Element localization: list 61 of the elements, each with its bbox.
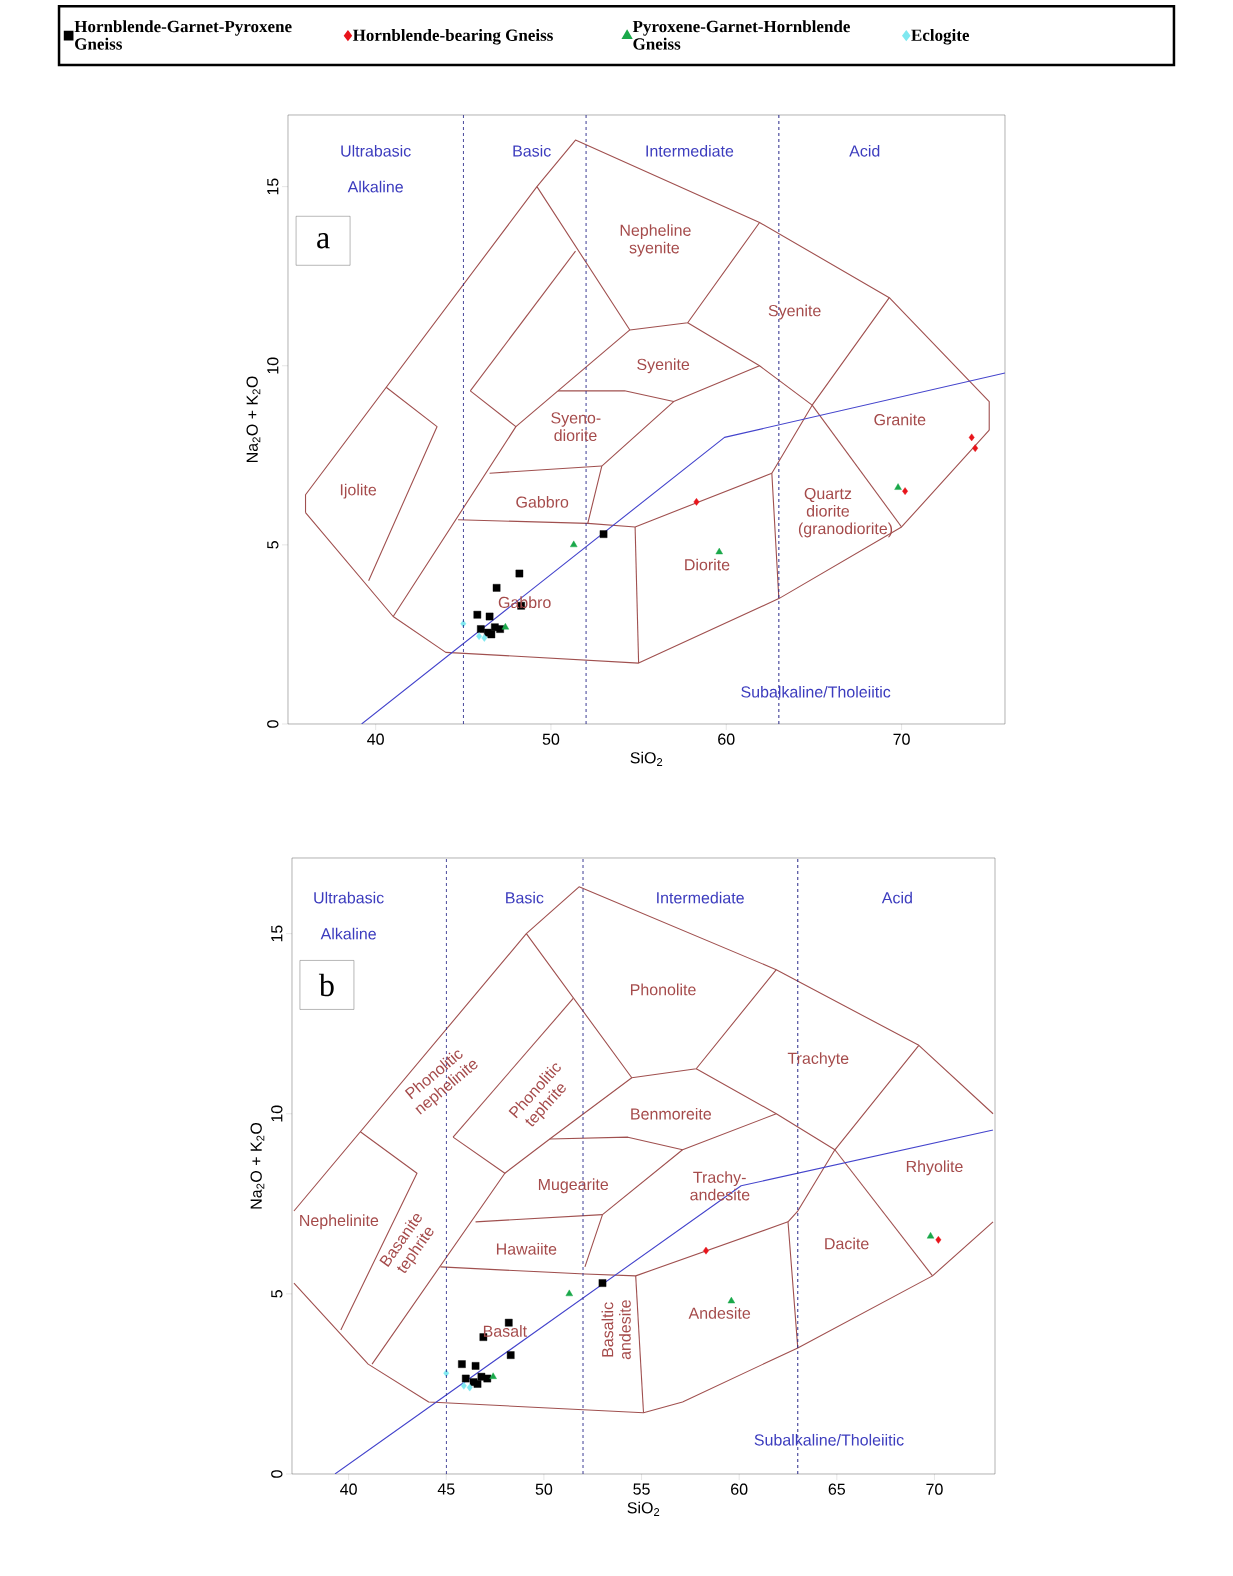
x-tick-label: 40 — [367, 733, 384, 745]
annotation: Subalkaline/Tholeiitic — [741, 685, 891, 698]
y-tick-label: 0 — [267, 720, 279, 728]
x-axis-title: SiO$_{2}$ — [630, 751, 663, 766]
legend-label: Pyroxene-Garnet-Hornblende Gneiss — [632, 20, 850, 50]
x-tick-label: 65 — [828, 1483, 846, 1495]
annotation: Granite — [874, 413, 926, 426]
x-tick-label: 70 — [926, 1483, 943, 1495]
annotation: Gabbro — [516, 496, 569, 508]
x-tick-label: 45 — [437, 1483, 455, 1495]
x-tick-label: 50 — [542, 733, 560, 745]
annotation: Ijolite — [340, 483, 377, 499]
annotation: Mugearite — [538, 1178, 609, 1194]
annotation: Benmoreite — [631, 1107, 712, 1120]
annotation: Intermediate — [657, 891, 744, 904]
y-tick-label: 0 — [271, 1470, 283, 1478]
legend-label: Hornblende-bearing Gneiss — [352, 28, 553, 45]
y-tick-label: 5 — [271, 1290, 283, 1298]
annotation: Alkaline — [347, 180, 403, 193]
text: b — [318, 973, 334, 997]
annotation: Syenite — [768, 304, 821, 320]
annotation: Quartz diorite (granodiorite) — [798, 487, 893, 538]
text: a — [317, 233, 330, 249]
y-axis-title: Na$_{2}$O + K$_{2}$O — [250, 1122, 265, 1209]
annotation: Diorite — [685, 558, 730, 571]
legend-label: Eclogite — [911, 28, 970, 45]
x-tick-label: 55 — [633, 1483, 650, 1495]
annotation: Ultrabasic — [314, 891, 384, 904]
annotation: Subalkaline/Tholeiitic — [754, 1433, 904, 1446]
annotation: Alkaline — [320, 927, 376, 940]
y-tick-label: 5 — [267, 541, 279, 549]
annotation: Basic — [513, 144, 551, 157]
y-tick-label: 10 — [267, 357, 279, 374]
x-tick-label: 50 — [535, 1483, 553, 1495]
x-axis-title: SiO$_{2}$ — [627, 1501, 660, 1516]
annotation: Ultrabasic — [341, 144, 411, 157]
x-tick-label: 40 — [340, 1483, 357, 1495]
x-tick-label: 60 — [718, 733, 735, 745]
annotation: Nephelinite — [300, 1214, 379, 1230]
y-tick-label: 15 — [271, 925, 283, 942]
legend-label: Hornblende-Garnet-Pyroxene Gneiss — [74, 20, 292, 50]
annotation: Phonolite — [630, 983, 696, 996]
annotation: Hawaiite — [496, 1242, 557, 1255]
annotation: Acid — [881, 891, 912, 904]
annotation: Basalt — [483, 1325, 527, 1337]
x-tick-label: 60 — [731, 1483, 748, 1495]
annotation: Basaltic andesite — [601, 1300, 631, 1360]
y-axis-title: Na$_{2}$O + K$_{2}$O — [246, 376, 261, 463]
annotation: Dacite — [825, 1237, 869, 1250]
y-tick-label: 15 — [267, 178, 279, 195]
annotation: Syenite — [637, 358, 690, 374]
annotation: Syeno-diorite — [551, 412, 601, 442]
annotation: Andesite — [688, 1307, 751, 1319]
annotation: Basic — [506, 891, 544, 904]
annotation: Nepheline syenite — [620, 224, 691, 257]
annotation: Intermediate — [646, 144, 734, 157]
x-tick-label: 70 — [893, 733, 910, 745]
annotation: Acid — [849, 144, 880, 157]
annotation: Trachyte — [787, 1052, 849, 1068]
annotation: Rhyolite — [906, 1160, 963, 1176]
y-tick-label: 10 — [271, 1105, 283, 1122]
